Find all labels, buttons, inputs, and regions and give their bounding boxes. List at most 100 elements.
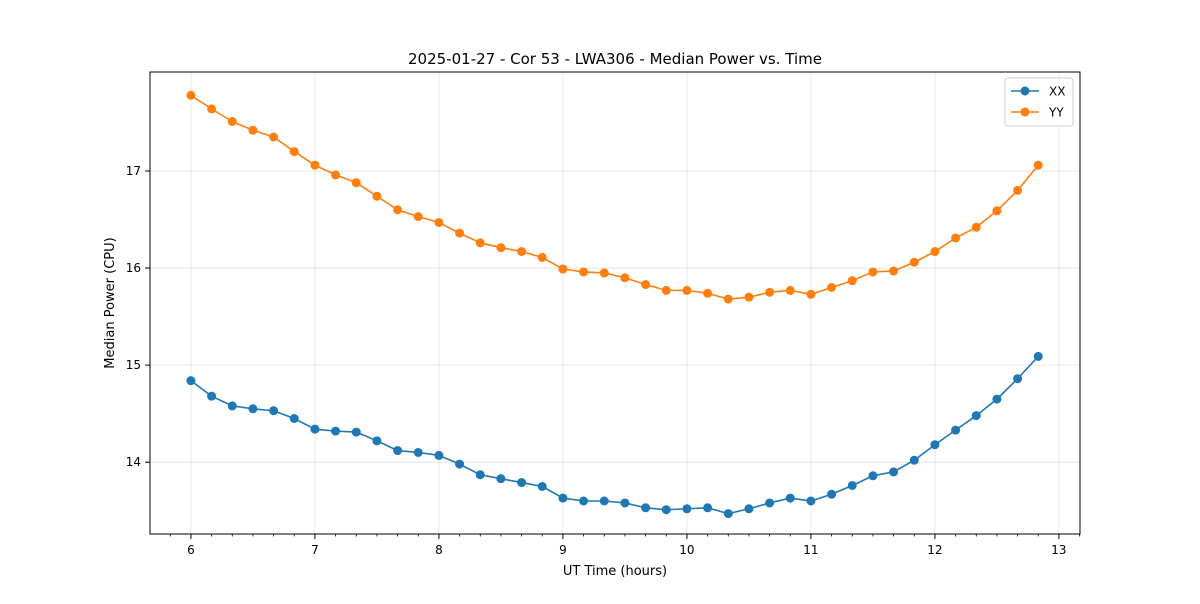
data-point-yy (682, 285, 692, 295)
y-tick-label: 14 (126, 455, 141, 469)
data-point-xx (372, 436, 382, 446)
data-point-xx (930, 440, 940, 450)
data-point-xx (889, 467, 899, 477)
data-point-yy (455, 228, 465, 238)
x-tick-label: 8 (435, 543, 443, 557)
data-point-xx (682, 504, 692, 514)
x-tick-label: 13 (1051, 543, 1066, 557)
data-point-yy (248, 125, 258, 135)
data-point-yy (620, 273, 630, 283)
data-point-yy (744, 292, 754, 302)
data-point-yy (1013, 185, 1023, 195)
data-point-yy (806, 289, 816, 299)
y-tick-label: 15 (126, 358, 141, 372)
data-point-xx (248, 404, 258, 414)
y-axis-label: Median Power (CPU) (103, 237, 118, 368)
data-point-yy (599, 268, 609, 278)
y-tick-label: 17 (126, 164, 141, 178)
data-point-xx (558, 493, 568, 503)
data-point-yy (537, 252, 547, 262)
data-point-xx (227, 401, 237, 411)
data-point-xx (434, 450, 444, 460)
data-point-yy (930, 247, 940, 257)
data-point-xx (413, 447, 423, 457)
data-point-yy (1033, 160, 1043, 170)
data-point-yy (661, 285, 671, 295)
data-point-yy (207, 104, 217, 114)
data-point-yy (517, 247, 527, 257)
x-axis-label: UT Time (hours) (563, 564, 667, 579)
data-point-xx (847, 480, 857, 490)
y-tick-label: 16 (126, 261, 141, 275)
data-point-yy (558, 264, 568, 274)
data-point-xx (827, 489, 837, 499)
legend-marker-yy (1020, 107, 1030, 117)
x-tick-label: 7 (311, 543, 319, 557)
data-point-yy (785, 285, 795, 295)
data-point-yy (393, 205, 403, 215)
x-tick-label: 9 (559, 543, 567, 557)
data-point-xx (496, 474, 506, 484)
data-point-xx (455, 459, 465, 469)
plot-frame (149, 71, 1081, 535)
data-point-xx (310, 424, 320, 434)
data-point-yy (227, 117, 237, 126)
data-point-yy (475, 238, 485, 248)
data-point-yy (269, 132, 279, 142)
data-point-xx (351, 427, 361, 437)
data-point-xx (331, 426, 341, 436)
data-point-xx (599, 496, 609, 506)
data-point-xx (723, 509, 733, 519)
data-point-yy (310, 160, 320, 170)
data-point-xx (517, 478, 527, 488)
legend[interactable]: XX YY (1004, 77, 1074, 127)
x-tick-label: 10 (679, 543, 694, 557)
data-point-yy (909, 257, 919, 267)
series-line-xx (190, 355, 1039, 515)
legend-marker-xx (1020, 86, 1030, 96)
data-point-xx (868, 471, 878, 481)
data-point-yy (641, 280, 651, 290)
data-point-xx (806, 496, 816, 506)
series-layer (186, 90, 1043, 519)
data-point-xx (620, 498, 630, 508)
x-tick-label: 11 (803, 543, 818, 557)
data-point-yy (434, 217, 444, 227)
legend-label-yy: YY (1048, 106, 1064, 120)
data-point-yy (723, 294, 733, 304)
data-point-xx (765, 498, 775, 508)
data-point-xx (1013, 374, 1023, 384)
data-point-yy (971, 222, 981, 232)
series-line-yy (190, 94, 1039, 300)
legend-label-xx: XX (1049, 85, 1065, 99)
x-tick-label: 6 (187, 543, 195, 557)
data-point-xx (971, 411, 981, 421)
data-point-yy (868, 267, 878, 277)
data-point-yy (351, 178, 361, 188)
data-point-yy (847, 276, 857, 286)
data-point-yy (331, 170, 341, 180)
data-point-yy (186, 90, 196, 100)
data-point-yy (992, 206, 1002, 216)
data-point-xx (641, 503, 651, 513)
data-point-yy (765, 287, 775, 297)
data-point-xx (537, 481, 547, 491)
data-point-yy (703, 288, 713, 298)
data-point-yy (372, 191, 382, 201)
data-point-xx (269, 406, 279, 416)
data-point-xx (951, 425, 961, 435)
chart-title: 2025-01-27 - Cor 53 - LWA306 - Median Po… (408, 50, 822, 68)
data-point-xx (289, 414, 299, 423)
data-point-xx (785, 493, 795, 503)
data-point-xx (393, 446, 403, 456)
data-point-xx (703, 503, 713, 513)
data-point-xx (186, 376, 196, 386)
data-point-yy (289, 147, 299, 157)
data-point-xx (992, 394, 1002, 404)
data-point-xx (1033, 351, 1043, 361)
data-point-yy (579, 267, 589, 277)
grid-lines (150, 72, 1080, 534)
data-point-xx (579, 496, 589, 506)
